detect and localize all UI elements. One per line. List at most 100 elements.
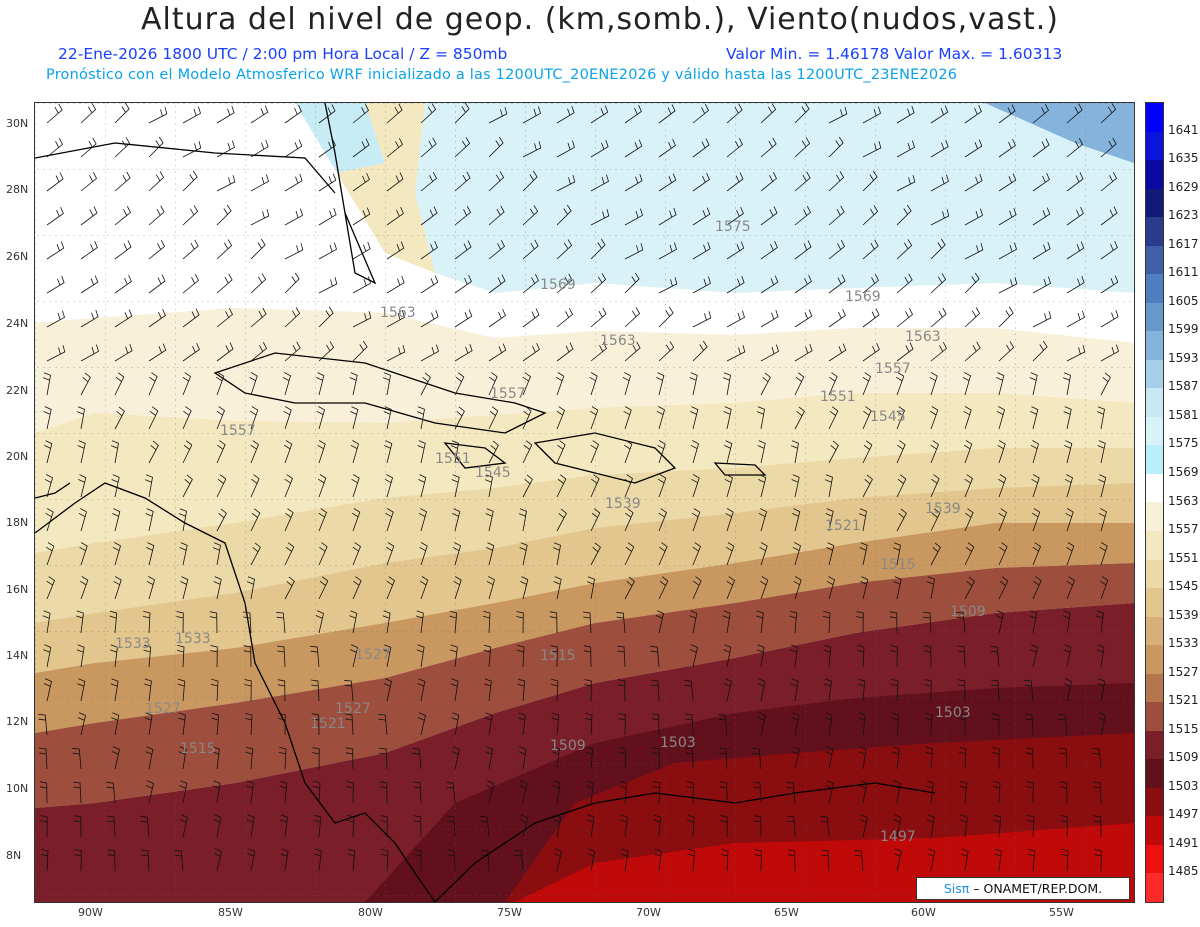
credit-org: – ONAMET/REP.DOM.	[969, 881, 1103, 896]
wind-barb	[964, 474, 973, 498]
wind-barb	[148, 205, 165, 226]
wind-barb	[964, 243, 984, 260]
wind-barb	[386, 275, 405, 294]
wind-barb	[757, 678, 766, 702]
wind-barb	[1031, 474, 1040, 498]
wind-barb	[385, 508, 394, 532]
wind-barb	[958, 713, 966, 736]
wind-barb	[889, 611, 898, 634]
wind-barb	[995, 610, 1004, 634]
wind-barb	[624, 139, 643, 158]
wind-barb	[1030, 406, 1039, 430]
wind-barb	[280, 848, 289, 872]
wind-barb	[111, 474, 120, 498]
wind-barb	[791, 746, 800, 770]
colorbar-swatch	[1146, 274, 1163, 303]
wind-barb	[825, 780, 834, 804]
wind-barb	[556, 508, 567, 532]
wind-barb	[993, 814, 1002, 838]
colorbar-swatch	[1146, 359, 1163, 389]
wind-barb	[828, 107, 848, 124]
wind-barb	[318, 508, 327, 532]
wind-barb	[896, 273, 913, 294]
wind-barb	[786, 815, 796, 838]
wind-barb	[46, 576, 55, 600]
lat-label: 14N	[6, 649, 29, 662]
wind-barb	[760, 309, 779, 328]
wind-barb	[1064, 474, 1073, 498]
min-max-values: Valor Min. = 1.46178 Valor Max. = 1.6031…	[726, 45, 1063, 63]
wind-barb	[556, 105, 575, 124]
wind-barb	[692, 207, 711, 226]
wind-barb	[316, 406, 325, 430]
colorbar-swatch	[1146, 588, 1163, 617]
wind-barb	[386, 138, 404, 158]
wind-barb	[110, 678, 119, 702]
contour-label: 1557	[490, 386, 526, 402]
wind-barb	[618, 746, 627, 770]
contour-labels: 1575 1569 1569 1563 1563 1563 1557 1557 1557 1551…	[115, 219, 986, 845]
contour-label: 1563	[380, 305, 416, 321]
wind-barb	[654, 848, 662, 872]
wind-barb	[992, 747, 1000, 770]
wind-barb	[590, 542, 601, 566]
wind-barb	[624, 208, 643, 226]
wind-barb	[46, 275, 65, 294]
colorbar-level-label: 1605	[1168, 293, 1199, 308]
colorbar-level-label: 1539	[1168, 607, 1199, 622]
wind-barb	[619, 780, 628, 804]
colorbar-swatch	[1146, 331, 1163, 360]
wind-barb	[896, 105, 915, 124]
wind-barb	[522, 406, 532, 430]
wind-barb	[488, 406, 499, 430]
wind-barb	[794, 171, 811, 192]
wind-barb	[1032, 542, 1041, 566]
wind-barb	[754, 849, 762, 872]
wind-barb	[1032, 241, 1051, 260]
wind-barb	[80, 372, 91, 396]
wind-barb	[178, 712, 186, 736]
wind-barb	[556, 440, 566, 464]
wind-barb	[452, 508, 461, 532]
wind-barb	[658, 138, 676, 158]
colorbar-swatch	[1146, 530, 1163, 560]
wind-barb	[312, 780, 321, 804]
wind-barb	[179, 814, 188, 838]
wind-barb	[726, 241, 745, 260]
wind-barb	[896, 508, 907, 532]
wind-barb	[284, 508, 294, 532]
wind-barb	[692, 311, 712, 328]
wind-barb	[720, 848, 729, 872]
wind-barb	[284, 542, 295, 566]
wind-barb	[657, 474, 667, 498]
wind-barb	[726, 172, 744, 192]
wind-barb	[960, 848, 969, 872]
wind-barb	[72, 781, 82, 804]
wind-barb	[760, 275, 779, 294]
wind-barb	[148, 274, 166, 294]
wind-barb	[1066, 310, 1085, 328]
wind-barb	[379, 781, 388, 804]
wind-barb	[550, 678, 559, 702]
wind-barb	[420, 103, 437, 124]
wind-barb	[823, 644, 832, 668]
wind-barb	[963, 440, 973, 464]
forecast-info: Pronóstico con el Modelo Atmosferico WRF…	[46, 67, 958, 83]
contour-label: 1509	[950, 604, 986, 620]
wind-barb	[651, 713, 660, 736]
wind-barb	[418, 508, 427, 532]
wind-barb	[692, 340, 708, 362]
wind-barb	[930, 105, 949, 124]
wind-barb	[419, 576, 429, 600]
wind-barb	[446, 815, 456, 838]
wind-barb	[994, 848, 1002, 872]
wind-barb	[107, 849, 116, 872]
wind-barb	[522, 440, 533, 464]
wind-barb	[828, 205, 845, 226]
contour-label: 1521	[825, 518, 861, 534]
wind-barb	[590, 474, 600, 498]
wind-barb	[924, 679, 932, 702]
wind-barb	[726, 206, 744, 226]
wind-barb	[825, 746, 834, 770]
wind-barb	[759, 542, 768, 566]
